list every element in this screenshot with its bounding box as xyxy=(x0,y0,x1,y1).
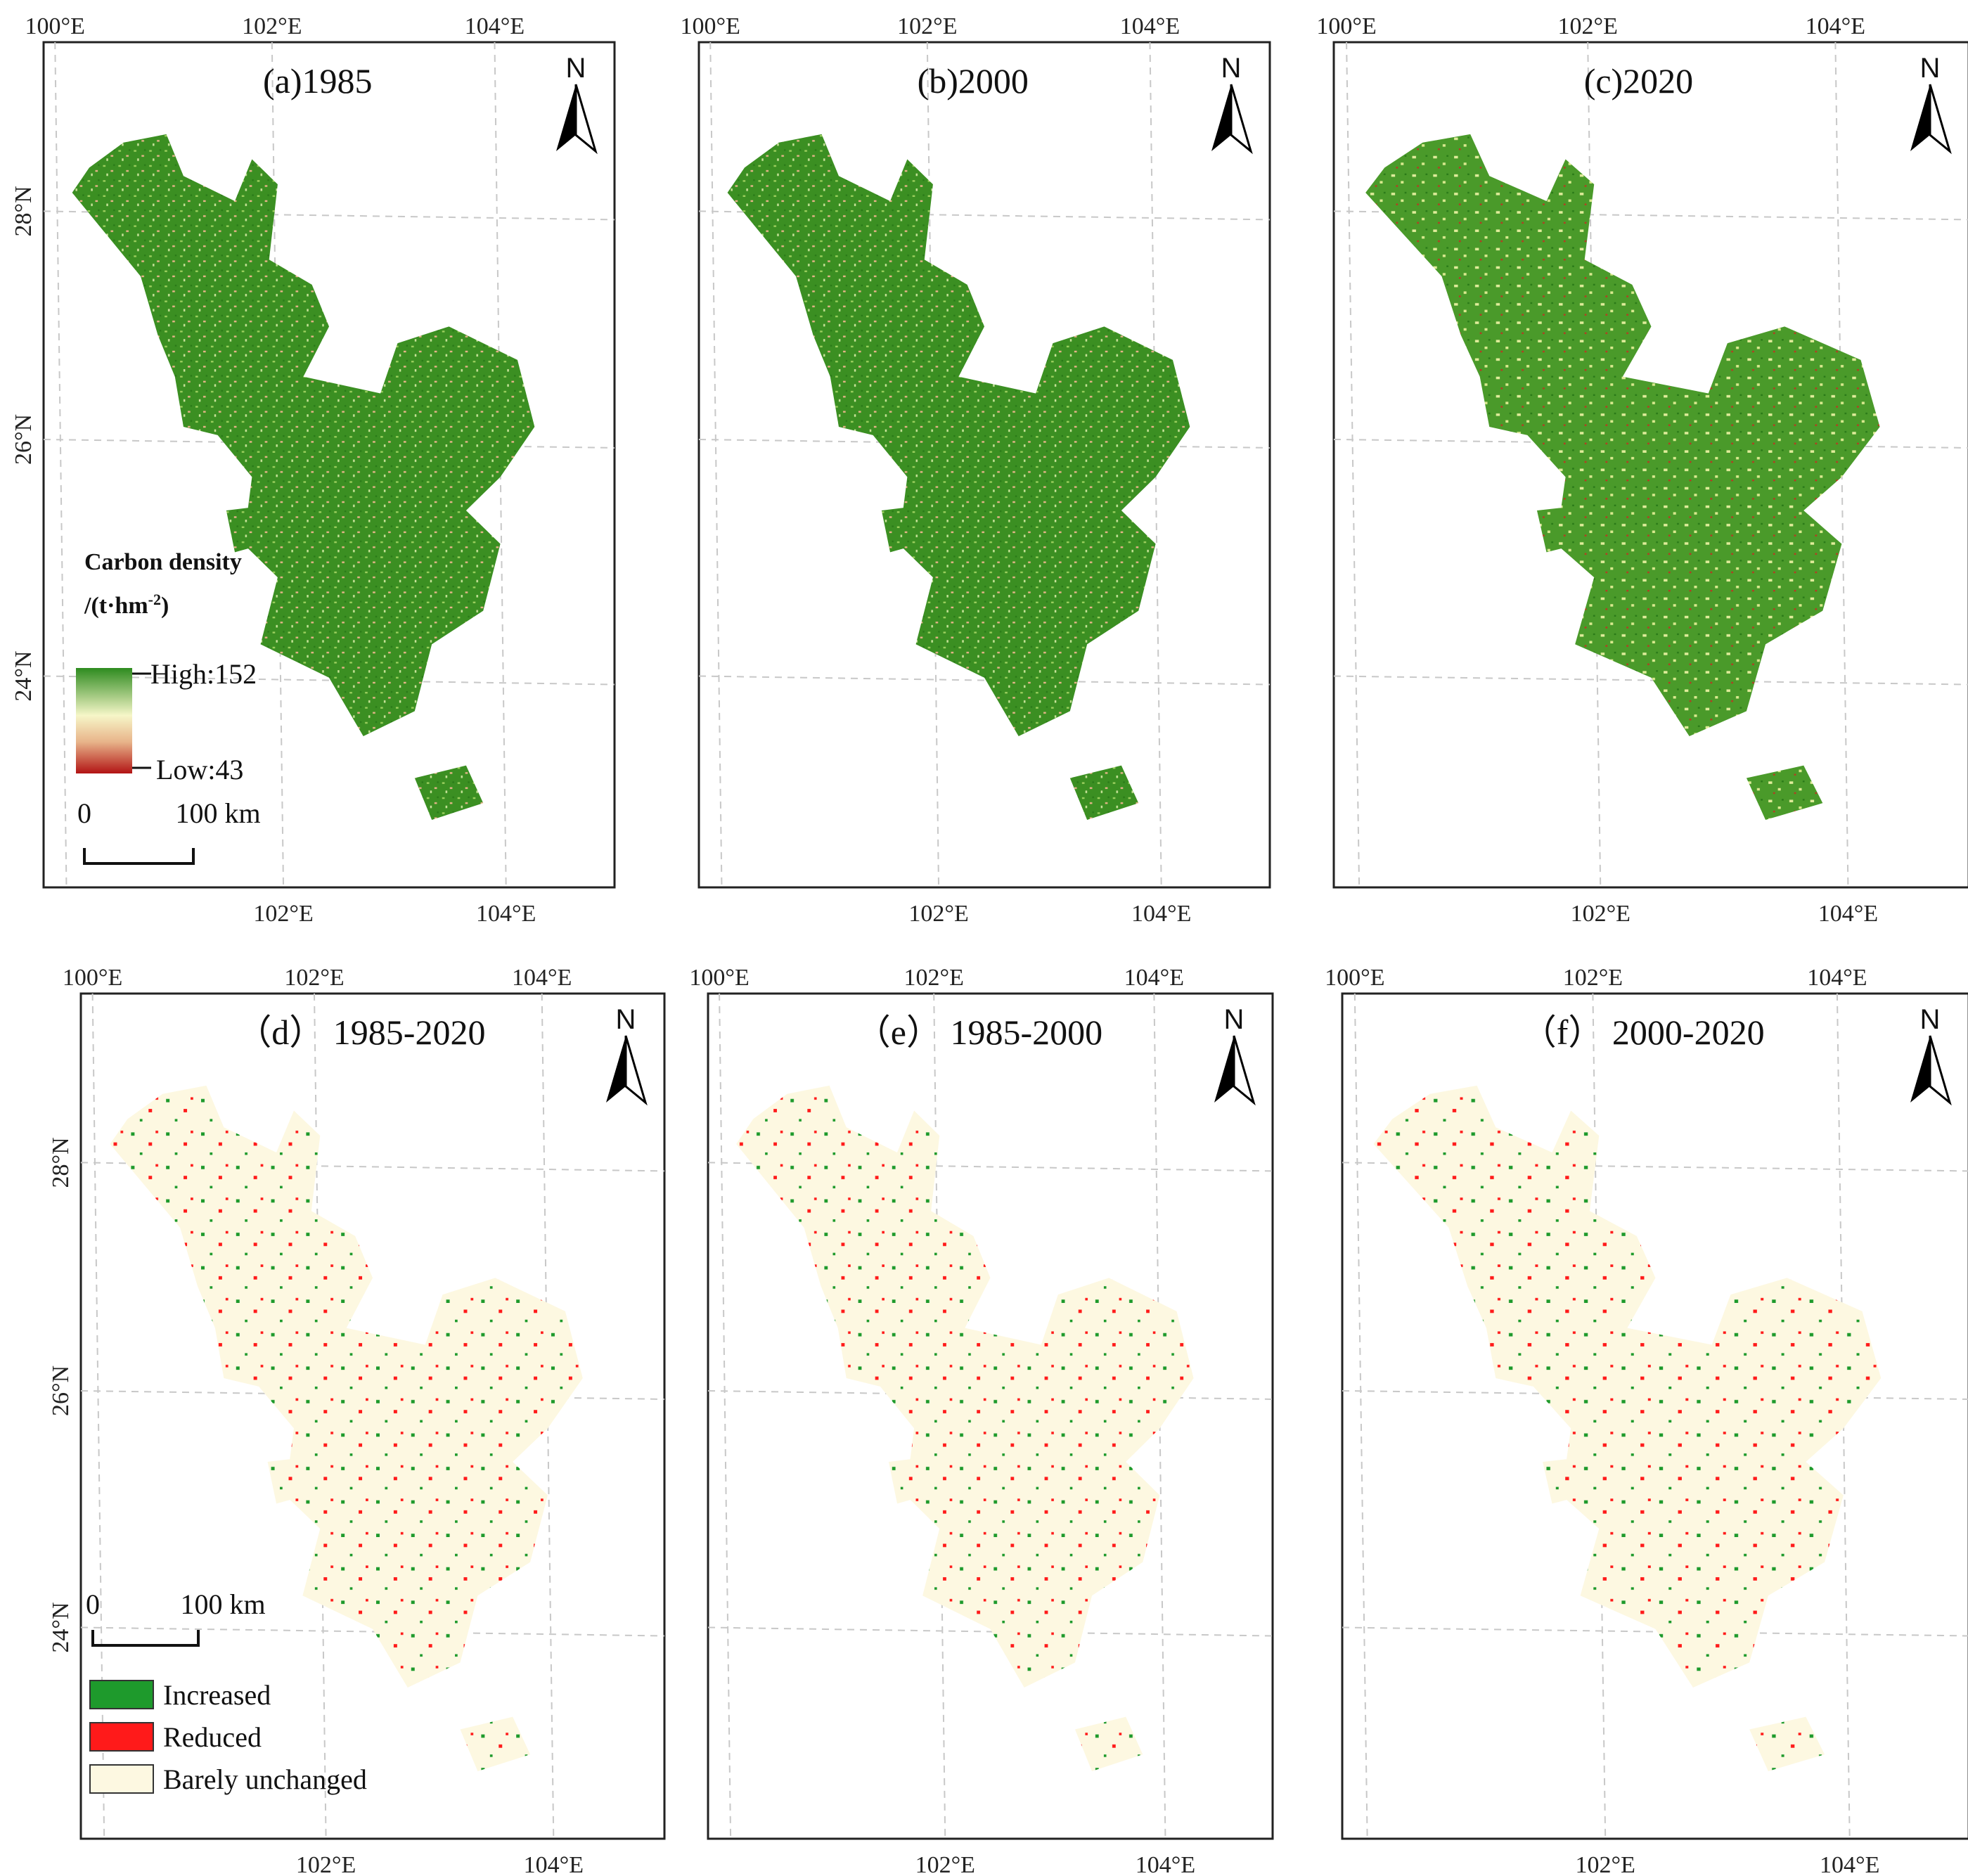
north-arrow-icon: N xyxy=(1214,1004,1256,1106)
north-arrow-icon: N xyxy=(556,53,598,155)
legend-swatch xyxy=(89,1764,154,1794)
map-panel-d: 100°E 102°E 104°E 102°E 104°E 28°N 26°N 24°N （d）… xyxy=(48,965,666,1876)
legend-item-label: Barely unchanged xyxy=(163,1763,367,1795)
lat-tick-label: 24°N xyxy=(48,1602,74,1652)
lat-tick-label: 24°N xyxy=(11,650,37,701)
change-legend: Increased Reduced Barely unchanged xyxy=(89,1679,367,1795)
panel-title: (c)2020 xyxy=(1584,61,1694,101)
lon-tick-label: 104°E xyxy=(1807,965,1867,991)
map-panel-b: 100°E 102°E 104°E 102°E 104°E (b)2000 N xyxy=(681,13,1271,927)
legend-low-label: Low:43 xyxy=(156,754,243,785)
panel-title: （e） 1985-2000 xyxy=(856,1013,1102,1052)
lon-tick-label: 100°E xyxy=(1325,965,1384,991)
lon-tick-label-bottom: 104°E xyxy=(524,1852,584,1876)
svg-text:N: N xyxy=(616,1004,636,1035)
map-panel-e: 100°E 102°E 104°E 102°E 104°E （e） 1985-2000 N xyxy=(689,965,1274,1876)
lon-tick-label-bottom: 104°E xyxy=(1820,1852,1879,1876)
svg-text:N: N xyxy=(1221,53,1242,84)
lon-tick-label: 104°E xyxy=(512,965,572,991)
lon-tick-label-bottom: 104°E xyxy=(1818,901,1878,927)
north-arrow-icon: N xyxy=(1211,53,1253,155)
svg-text:0: 0 xyxy=(86,1588,100,1620)
graticule-parallel xyxy=(1333,675,1968,686)
graticule-meridian xyxy=(1346,41,1361,888)
lat-tick-label: 26°N xyxy=(11,414,37,465)
panel-title: (b)2000 xyxy=(918,61,1029,101)
lon-tick-label: 102°E xyxy=(242,13,302,39)
lon-tick-label: 100°E xyxy=(63,965,122,991)
graticule-parallel xyxy=(80,1626,665,1637)
panel-title: （f） 2000-2020 xyxy=(1522,1013,1765,1052)
lon-tick-label: 102°E xyxy=(1558,13,1618,39)
legend-unit: /(t·hm-2) xyxy=(84,591,169,619)
legend-color-ramp xyxy=(76,668,132,773)
graticule-meridian xyxy=(709,41,723,888)
svg-text:0: 0 xyxy=(77,797,91,829)
svg-text:100 km: 100 km xyxy=(175,797,260,829)
legend-swatch xyxy=(89,1722,154,1752)
lon-tick-label: 100°E xyxy=(681,13,740,39)
north-arrow-icon: N xyxy=(1910,1004,1952,1106)
lon-tick-label: 102°E xyxy=(897,13,957,39)
graticule-parallel xyxy=(698,438,1271,449)
map-panel-f: 100°E102°E104°E102°E104°E28°N26°N24°N（f）… xyxy=(1325,965,1968,1876)
north-arrow-icon: N xyxy=(1910,53,1952,155)
graticule-parallel xyxy=(43,438,615,449)
map-panel-c: 100°E102°E104°E102°E104°E28°N26°N24°N(c)… xyxy=(1316,13,1968,927)
panel-title: (a)1985 xyxy=(263,61,373,101)
lon-tick-label-bottom: 102°E xyxy=(1576,1852,1635,1876)
svg-text:N: N xyxy=(1920,1004,1941,1035)
graticule-meridian xyxy=(1353,993,1368,1839)
lon-tick-label: 102°E xyxy=(284,965,344,991)
scale-bar: 0 100 km xyxy=(77,797,261,865)
graticule-meridian xyxy=(91,993,105,1839)
lon-tick-label: 100°E xyxy=(1316,13,1376,39)
lat-tick-label: 28°N xyxy=(11,186,37,236)
north-arrow-icon: N xyxy=(606,1004,648,1106)
legend-item-label: Reduced xyxy=(163,1721,262,1753)
graticule-parallel xyxy=(1342,1626,1968,1637)
legend-item-label: Increased xyxy=(163,1679,271,1711)
lon-tick-label-bottom: 102°E xyxy=(296,1852,356,1876)
lon-tick-label-bottom: 102°E xyxy=(908,901,968,927)
lon-tick-label: 100°E xyxy=(689,965,749,991)
lon-tick-label: 104°E xyxy=(1124,965,1184,991)
lon-tick-label-bottom: 104°E xyxy=(1131,901,1191,927)
lon-tick-label-bottom: 104°E xyxy=(476,901,536,927)
lon-tick-label-bottom: 104°E xyxy=(1136,1852,1195,1876)
lon-tick-label: 104°E xyxy=(1120,13,1180,39)
lon-tick-label: 104°E xyxy=(465,13,525,39)
lon-tick-label: 104°E xyxy=(1806,13,1865,39)
panel-title: （d） 1985-2020 xyxy=(236,1013,485,1052)
lat-tick-label: 28°N xyxy=(48,1137,74,1188)
map-panel-a: 100°E 102°E 104°E 102°E 104°E 28°N 26°N 24°N (a)… xyxy=(11,13,616,927)
graticule-parallel xyxy=(698,675,1271,686)
graticule-parallel xyxy=(43,675,615,686)
graticule-meridian xyxy=(719,993,732,1839)
legend-high-label: High:152 xyxy=(150,658,257,690)
lon-tick-label: 102°E xyxy=(1563,965,1623,991)
svg-text:N: N xyxy=(1920,53,1941,84)
scale-bar: 0 100 km xyxy=(86,1588,266,1647)
svg-text:100 km: 100 km xyxy=(180,1588,265,1620)
legend-title: Carbon density xyxy=(84,549,242,575)
lon-tick-label: 100°E xyxy=(25,13,85,39)
carbon-density-legend: Carbon density /(t·hm-2) High:152 Low:43 xyxy=(76,549,257,785)
lat-tick-label: 26°N xyxy=(48,1366,74,1416)
svg-text:N: N xyxy=(566,53,586,84)
graticule-meridian xyxy=(54,41,67,888)
lon-tick-label: 102°E xyxy=(904,965,964,991)
lon-tick-label-bottom: 102°E xyxy=(253,901,313,927)
svg-text:N: N xyxy=(1224,1004,1245,1035)
graticule-parallel xyxy=(707,1626,1273,1637)
legend-swatch xyxy=(89,1680,154,1709)
lon-tick-label-bottom: 102°E xyxy=(1571,901,1631,927)
graticule-parallel xyxy=(80,1162,665,1172)
lon-tick-label-bottom: 102°E xyxy=(915,1852,975,1876)
